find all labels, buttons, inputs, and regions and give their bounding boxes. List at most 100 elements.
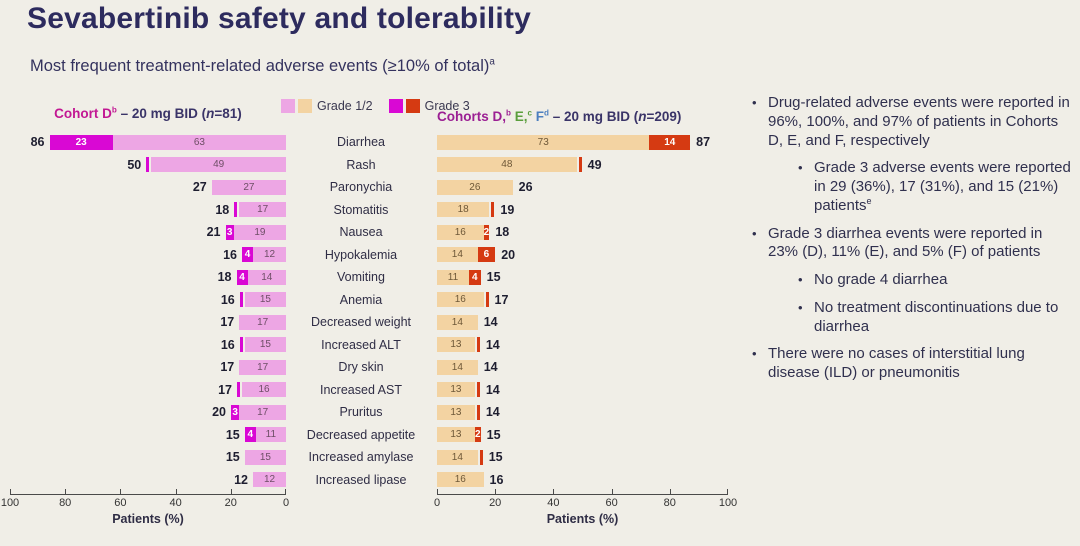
left-chart-row: 17 17	[10, 356, 286, 379]
right-x-axis: 0 20 40 60 80 100	[434, 489, 737, 511]
axis-tick-label: 80	[663, 497, 676, 509]
left-chart-row: 16 15	[10, 289, 286, 312]
grade3-segment	[146, 157, 150, 173]
axis-tick	[495, 489, 497, 494]
total-value-label: 17	[220, 360, 235, 375]
bullet-text: No grade 4 diarrhea	[814, 271, 948, 288]
bullet-text: No treatment discontinuations due to dia…	[814, 298, 1059, 335]
total-value-label: 14	[485, 405, 500, 420]
axis-tick	[611, 489, 613, 494]
grade3-segment: 2	[474, 427, 481, 443]
grade3-segment	[479, 449, 483, 465]
grade3-segment	[476, 337, 480, 353]
total-value-label: 16	[489, 472, 504, 487]
total-value-label: 19	[500, 202, 515, 217]
total-value-label: 14	[483, 360, 498, 375]
axis-tick-label: 40	[169, 497, 182, 509]
grade12-segment: 17	[239, 359, 286, 375]
axis-tick	[65, 489, 67, 494]
category-label: Nausea	[339, 225, 383, 240]
total-value-label: 18	[217, 270, 232, 285]
category-label: Increased amylase	[308, 450, 414, 465]
left-chart-row: 27 27	[10, 176, 286, 199]
axis-line	[437, 494, 728, 495]
grade3-segment	[476, 404, 480, 420]
slide-subtitle: Most frequent treatment-related adverse …	[30, 57, 495, 76]
grade3-segment: 6	[477, 247, 496, 263]
bullet-text: Grade 3 adverse events were reported in …	[814, 159, 1071, 214]
grade3-segment	[491, 202, 495, 218]
grade3-segment: 4	[236, 269, 248, 285]
left-chart-row: 16 15	[10, 334, 286, 357]
axis-tick	[553, 489, 555, 494]
right-axis-label: Patients (%)	[546, 512, 619, 526]
axis-tick-label: 100	[718, 497, 738, 509]
total-value-label: 18	[495, 225, 510, 240]
total-value-label: 15	[225, 450, 240, 465]
grade12-segment: 15	[244, 449, 286, 465]
grade3-segment: 23	[49, 134, 113, 150]
category-label: Stomatitis	[333, 202, 389, 217]
bullet-marker: •	[798, 160, 803, 176]
right-chart-row: 13 14	[437, 401, 737, 424]
bullet-item: • Grade 3 adverse events were reported in…	[798, 159, 1076, 215]
grade12-segment: 16	[437, 292, 484, 308]
bullet-marker: •	[798, 299, 803, 315]
grade12-segment: 14	[437, 359, 478, 375]
right-chart-row: 14 14	[437, 356, 737, 379]
grade12-segment: 17	[239, 404, 286, 420]
total-value-label: 20	[212, 405, 226, 420]
grade12-segment: 63	[112, 134, 286, 150]
total-value-label: 16	[223, 247, 237, 262]
left-chart-title: Cohort Db – 20 mg BID (n=81)	[10, 106, 286, 121]
grade12-segment: 27	[211, 179, 286, 195]
left-chart-row: 18 4 14	[10, 266, 286, 289]
subtitle-text: Most frequent treatment-related adverse …	[30, 57, 490, 75]
right-chart-row: 14 15	[437, 446, 737, 469]
axis-line	[10, 494, 286, 495]
total-value-label: 12	[234, 472, 248, 487]
axis-tick-label: 60	[114, 497, 127, 509]
axis-tick	[669, 489, 671, 494]
grade3-segment: 4	[244, 427, 256, 443]
total-value-label: 15	[486, 427, 501, 442]
total-value-label: 50	[127, 157, 142, 172]
right-chart-row: 16 2 18	[437, 221, 737, 244]
grade12-segment: 13	[437, 382, 475, 398]
grade12-segment: 73	[437, 134, 650, 150]
bullet-marker: •	[752, 346, 757, 362]
grade12-segment: 11	[437, 269, 469, 285]
bullet-text: Grade 3 diarrhea events were reported in…	[768, 224, 1043, 261]
left-chart-row: 17 17	[10, 311, 286, 334]
grade12-segment: 11	[255, 427, 286, 443]
grade3-segment: 3	[225, 224, 234, 240]
total-value-label: 27	[192, 180, 207, 195]
right-cohort-f: Fd	[531, 108, 549, 124]
right-chart-row: 13 2 15	[437, 424, 737, 447]
bullet-marker: •	[798, 272, 803, 287]
right-chart-bars: 73 14 87 48 49 26 26 18 19 16 2 18 14 6 20 11 4 15 16 17 14 1…	[437, 131, 737, 491]
grade12-segment: 16	[437, 224, 484, 240]
right-cohort-dose: – 20 mg BID (n=209)	[548, 109, 682, 124]
right-chart-row: 73 14 87	[437, 131, 737, 154]
legend-swatch-grade12-right	[298, 99, 312, 113]
grade12-segment: 17	[239, 314, 286, 330]
category-label: Increased AST	[320, 382, 402, 397]
axis-tick-label: 60	[605, 497, 618, 509]
axis-tick-label: 20	[489, 497, 502, 509]
total-value-label: 26	[518, 180, 533, 195]
legend-label-grade12: Grade 1/2	[317, 99, 373, 113]
grade12-segment: 12	[253, 247, 286, 263]
grade3-segment	[485, 292, 489, 308]
grade3-segment	[237, 382, 240, 398]
grade12-segment: 18	[437, 202, 490, 218]
grade3-segment: 14	[649, 134, 691, 150]
category-label: Anemia	[339, 292, 383, 307]
total-value-label: 14	[485, 382, 500, 397]
grade3-segment	[239, 337, 243, 353]
left-axis-label: Patients (%)	[112, 512, 184, 526]
grade12-segment: 16	[437, 472, 484, 488]
total-value-label: 18	[215, 202, 230, 217]
total-value-label: 17	[220, 315, 235, 330]
footnote-marker: e	[866, 195, 872, 206]
